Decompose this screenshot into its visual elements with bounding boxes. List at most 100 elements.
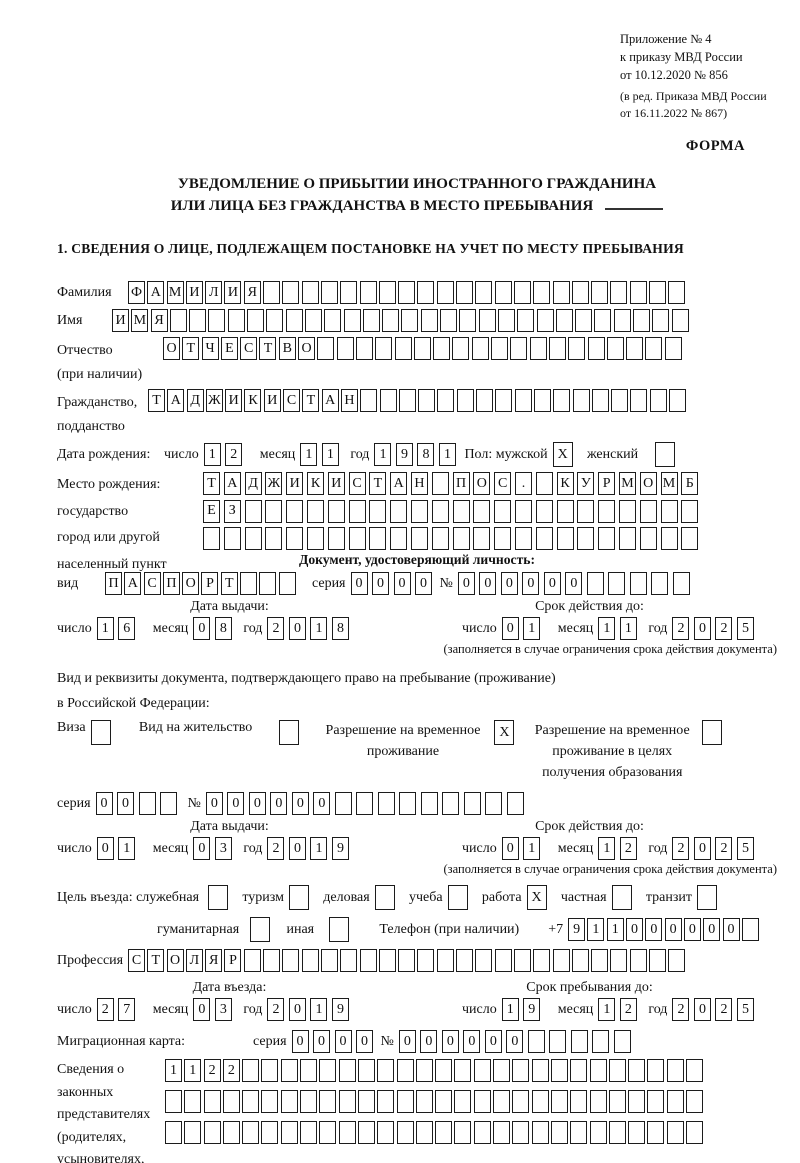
form-cell[interactable]	[618, 499, 636, 523]
form-cell[interactable]: С	[348, 472, 366, 495]
form-cell[interactable]: 0	[350, 572, 368, 595]
form-cell[interactable]: Р	[598, 472, 616, 495]
form-cell[interactable]	[369, 499, 387, 523]
form-cell[interactable]: Т	[203, 472, 220, 495]
form-cell[interactable]	[589, 1059, 607, 1082]
form-cell[interactable]: Ж	[205, 389, 223, 412]
form-cell[interactable]	[548, 337, 566, 360]
form-cell[interactable]: 2	[672, 837, 690, 860]
form-cell[interactable]	[611, 389, 629, 412]
form-cell[interactable]: Т	[148, 389, 165, 412]
form-cell[interactable]: 2	[267, 998, 285, 1021]
form-cell[interactable]	[398, 949, 416, 972]
form-cell[interactable]: М	[618, 472, 636, 495]
form-cell[interactable]: Т	[182, 337, 200, 360]
form-cell[interactable]: 1	[501, 998, 519, 1021]
form-cell[interactable]: .	[514, 472, 532, 495]
form-cell[interactable]	[362, 309, 380, 332]
form-cell[interactable]	[355, 337, 373, 360]
form-cell[interactable]: Т	[147, 949, 165, 972]
form-cell[interactable]: 0	[683, 918, 701, 941]
form-cell[interactable]	[666, 1059, 684, 1082]
form-cell[interactable]	[628, 1121, 646, 1144]
form-cell[interactable]	[396, 1090, 414, 1113]
form-cell[interactable]	[250, 917, 271, 942]
form-cell[interactable]: 0	[291, 1030, 309, 1053]
form-cell[interactable]: Е	[203, 499, 220, 523]
form-cell[interactable]: 1	[96, 617, 114, 640]
form-cell[interactable]: 0	[270, 792, 288, 815]
form-cell[interactable]: О	[166, 949, 184, 972]
form-cell[interactable]	[495, 389, 513, 412]
form-cell[interactable]: 0	[484, 1030, 502, 1053]
form-cell[interactable]	[668, 949, 686, 972]
form-cell[interactable]: А	[390, 472, 408, 495]
form-cell[interactable]	[431, 527, 449, 550]
form-cell[interactable]: И	[286, 472, 304, 495]
form-cell[interactable]: 0	[193, 617, 211, 640]
form-cell[interactable]: 0	[313, 1030, 331, 1053]
form-cell[interactable]	[608, 1090, 626, 1113]
form-cell[interactable]	[681, 527, 699, 550]
form-cell[interactable]: А	[147, 281, 165, 304]
form-cell[interactable]: Л	[205, 281, 223, 304]
form-cell[interactable]	[227, 309, 245, 332]
form-cell[interactable]	[586, 572, 604, 595]
form-cell[interactable]: Ж	[265, 472, 283, 495]
form-cell[interactable]	[494, 281, 512, 304]
form-cell[interactable]	[697, 885, 718, 910]
form-cell[interactable]	[556, 527, 574, 550]
form-cell[interactable]	[300, 1121, 318, 1144]
form-cell[interactable]	[577, 527, 595, 550]
form-cell[interactable]: 0	[463, 1030, 481, 1053]
form-cell[interactable]	[529, 337, 547, 360]
form-cell[interactable]	[533, 389, 551, 412]
form-cell[interactable]	[410, 527, 428, 550]
form-cell[interactable]	[456, 389, 474, 412]
form-cell[interactable]: 0	[479, 572, 497, 595]
form-cell[interactable]	[378, 281, 396, 304]
form-cell[interactable]: Ч	[201, 337, 219, 360]
form-cell[interactable]	[263, 281, 281, 304]
form-cell[interactable]	[359, 281, 377, 304]
form-cell[interactable]	[436, 949, 454, 972]
form-cell[interactable]: 0	[415, 572, 432, 595]
form-cell[interactable]	[629, 949, 647, 972]
form-cell[interactable]	[686, 1090, 704, 1113]
form-cell[interactable]: 1	[587, 918, 605, 941]
form-cell[interactable]	[701, 720, 722, 745]
form-cell[interactable]	[647, 1090, 665, 1113]
form-cell[interactable]: 2	[715, 998, 733, 1021]
form-cell[interactable]	[203, 1090, 221, 1113]
form-cell[interactable]: С	[143, 572, 161, 595]
form-cell[interactable]	[356, 792, 374, 815]
form-cell[interactable]	[436, 281, 454, 304]
form-cell[interactable]	[571, 949, 589, 972]
form-cell[interactable]	[473, 1090, 491, 1113]
form-cell[interactable]: X	[552, 442, 573, 467]
form-cell[interactable]	[390, 527, 408, 550]
form-cell[interactable]: Т	[259, 337, 277, 360]
form-cell[interactable]: 1	[118, 837, 136, 860]
form-cell[interactable]	[165, 1090, 182, 1113]
form-cell[interactable]: 1	[606, 918, 624, 941]
form-cell[interactable]	[266, 309, 284, 332]
form-cell[interactable]: Т	[220, 572, 238, 595]
form-cell[interactable]: Н	[410, 472, 428, 495]
form-cell[interactable]: А	[124, 572, 142, 595]
form-cell[interactable]	[244, 527, 262, 550]
form-cell[interactable]: 1	[310, 998, 328, 1021]
form-cell[interactable]	[669, 389, 687, 412]
form-cell[interactable]	[375, 337, 393, 360]
form-cell[interactable]	[374, 885, 395, 910]
form-cell[interactable]: П	[162, 572, 180, 595]
form-cell[interactable]	[506, 792, 524, 815]
form-cell[interactable]: 0	[227, 792, 245, 815]
form-cell[interactable]	[454, 1090, 472, 1113]
form-cell[interactable]	[512, 1059, 530, 1082]
form-cell[interactable]: 1	[438, 443, 456, 466]
form-cell[interactable]	[535, 472, 553, 495]
form-cell[interactable]	[475, 281, 493, 304]
form-cell[interactable]	[591, 281, 609, 304]
form-cell[interactable]	[591, 949, 609, 972]
